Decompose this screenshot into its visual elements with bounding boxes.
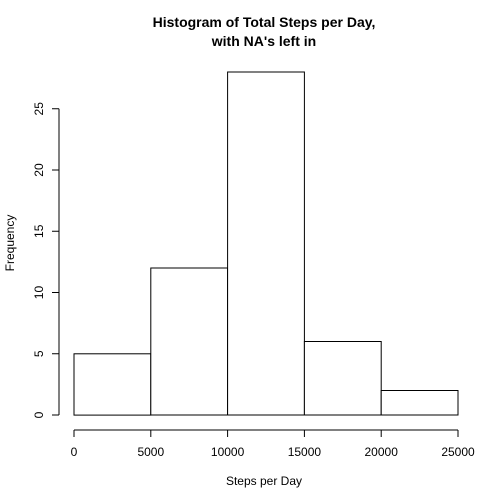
y-tick-label: 25 [32,102,46,116]
y-tick-label: 5 [32,350,46,357]
y-tick-label: 15 [32,224,46,238]
y-tick-label: 0 [32,411,46,418]
y-tick-label: 10 [32,286,46,300]
histogram-bar [227,71,305,416]
x-tick-label: 15000 [288,445,322,459]
y-axis-label: Frequency [3,215,17,272]
histogram-bar [303,341,382,416]
chart-title-line-1: Histogram of Total Steps per Day, [153,14,376,30]
x-axis-label: Steps per Day [226,474,302,488]
y-axis: 0 5 10 15 20 25 [32,102,60,418]
x-tick-label: 10000 [211,445,245,459]
histogram-bar [380,390,459,416]
histogram-bar [150,267,229,416]
x-tick-label: 5000 [137,445,164,459]
y-tick-label: 20 [32,163,46,177]
histogram-bar [73,353,152,416]
chart-title-line-2: with NA's left in [211,33,316,49]
x-tick-label: 20000 [365,445,399,459]
x-tick-label: 25000 [441,445,475,459]
x-axis: 0 5000 10000 15000 20000 25000 [71,429,475,459]
x-tick-label: 0 [71,445,78,459]
bars-group [73,71,459,416]
